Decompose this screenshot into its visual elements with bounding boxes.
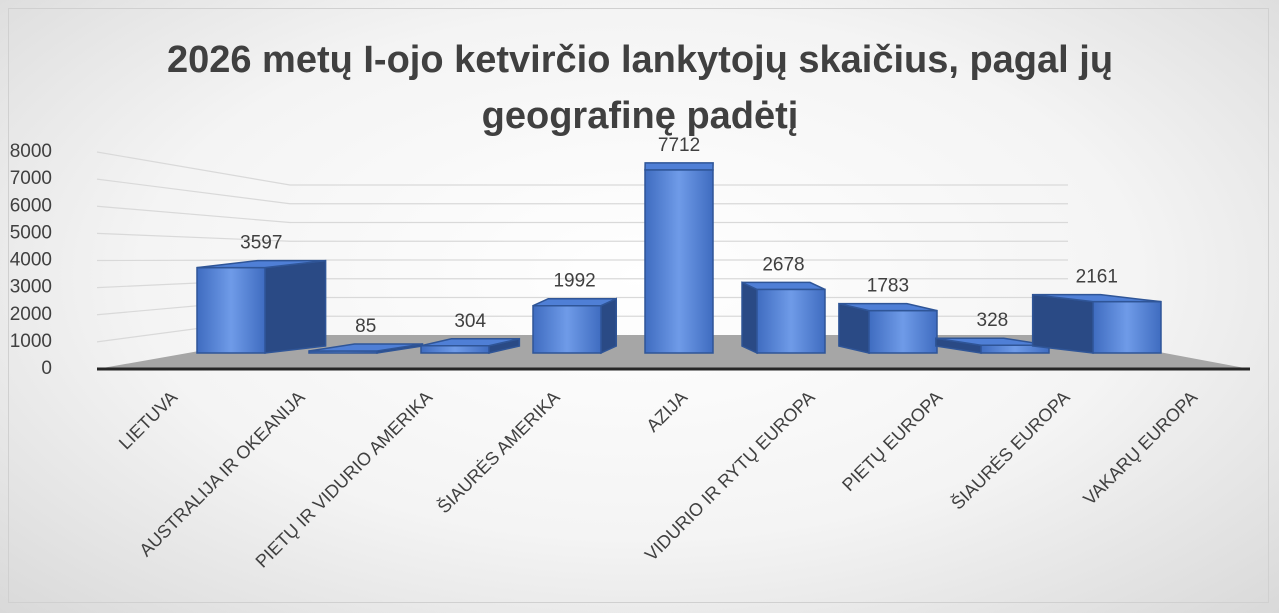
grid-line bbox=[96, 232, 1068, 242]
bar-face bbox=[420, 338, 520, 347]
bar-face bbox=[264, 259, 327, 354]
bar-face bbox=[756, 288, 826, 354]
bar bbox=[308, 343, 424, 354]
grid-line bbox=[96, 205, 1068, 224]
bar-face bbox=[420, 345, 490, 354]
bar-face bbox=[532, 297, 617, 307]
bar-face bbox=[1092, 300, 1162, 354]
bar-face bbox=[1032, 293, 1162, 303]
bar-face bbox=[644, 169, 714, 354]
bar-face bbox=[1031, 293, 1094, 354]
chart-frame bbox=[8, 8, 1269, 603]
y-tick-label: 4000 bbox=[10, 250, 52, 271]
y-tick-label: 2000 bbox=[10, 304, 52, 325]
data-label: 1992 bbox=[553, 271, 595, 292]
x-tick-label: PIETŲ EUROPA bbox=[838, 387, 946, 495]
x-tick-label: ŠIAURĖS EUROPA bbox=[947, 386, 1074, 513]
grid-line bbox=[96, 151, 1068, 186]
y-tick-label: 5000 bbox=[10, 222, 52, 243]
y-tick-label: 6000 bbox=[10, 195, 52, 216]
grid-line bbox=[96, 178, 1068, 205]
bar-face bbox=[741, 281, 758, 355]
data-label: 328 bbox=[977, 310, 1009, 331]
x-tick-label: AZIJA bbox=[642, 387, 691, 436]
data-label: 85 bbox=[355, 316, 376, 337]
x-tick-label: ŠIAURĖS AMERIKA bbox=[433, 386, 564, 517]
bar bbox=[420, 337, 521, 354]
data-label: 304 bbox=[454, 311, 486, 332]
bar-face bbox=[308, 343, 423, 352]
x-tick-label: LIETUVA bbox=[115, 387, 181, 453]
bar-face bbox=[196, 266, 266, 354]
bar-face bbox=[196, 259, 326, 269]
bar bbox=[838, 302, 938, 354]
data-label: 1783 bbox=[867, 276, 909, 297]
y-tick-label: 1000 bbox=[10, 331, 52, 352]
data-label: 2161 bbox=[1076, 267, 1118, 288]
data-label: 2678 bbox=[762, 254, 804, 275]
bar-face bbox=[838, 302, 870, 354]
data-label: 3597 bbox=[240, 233, 282, 254]
x-tick-label: VAKARŲ EUROPA bbox=[1079, 387, 1201, 509]
bar bbox=[644, 162, 714, 354]
bar bbox=[741, 281, 826, 355]
y-tick-label: 0 bbox=[41, 358, 52, 379]
bar-face bbox=[838, 302, 938, 312]
bar-face bbox=[868, 309, 938, 354]
bar-face bbox=[532, 304, 602, 354]
bar-face bbox=[644, 162, 714, 171]
y-tick-label: 3000 bbox=[10, 277, 52, 298]
grid-line bbox=[96, 259, 1068, 262]
y-tick-label: 8000 bbox=[10, 141, 52, 162]
bar bbox=[196, 259, 327, 354]
bar bbox=[1031, 293, 1162, 354]
data-label: 7712 bbox=[658, 135, 700, 156]
bar bbox=[532, 297, 618, 355]
bar-face bbox=[935, 337, 1050, 346]
bar-face bbox=[741, 281, 826, 291]
chart-title: 2026 metų I-ojo ketvirčio lankytojų skai… bbox=[166, 39, 1114, 137]
bar-face bbox=[600, 297, 618, 355]
y-tick-label: 7000 bbox=[10, 168, 52, 189]
